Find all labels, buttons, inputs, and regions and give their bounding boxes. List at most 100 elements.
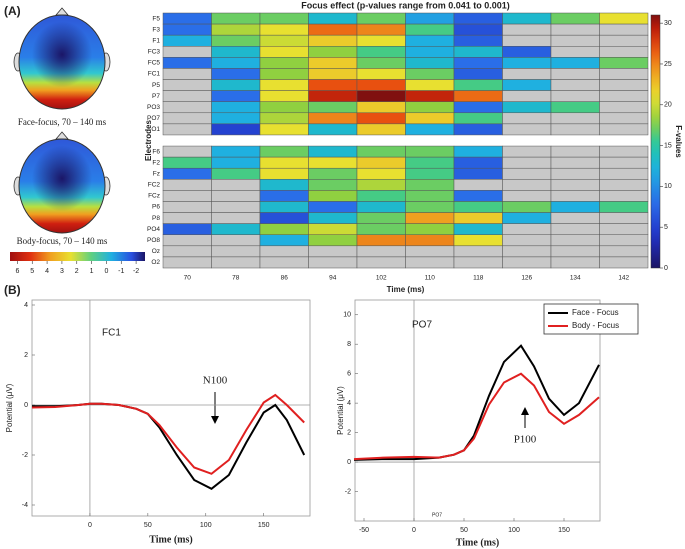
y-tick-label: PO3 (147, 104, 160, 111)
heat-cell (162, 23, 212, 36)
y-tick-label: -2 (345, 488, 351, 495)
empty-cell (599, 223, 649, 235)
heat-cell (405, 12, 455, 25)
heat-cell (308, 212, 358, 224)
y-tick-label: F5 (152, 15, 160, 22)
heat-cell (259, 145, 309, 158)
heat-cell (211, 223, 261, 235)
empty-cell (502, 34, 552, 47)
heat-cell (502, 46, 552, 58)
heat-cell (356, 90, 406, 102)
colorbar-tick-label: 5 (664, 224, 668, 231)
heat-cell (259, 79, 309, 91)
heat-cell (259, 112, 309, 125)
legend-label: Face - Focus (572, 308, 619, 317)
empty-cell (599, 256, 649, 269)
heat-cell (405, 223, 455, 235)
heat-cell (405, 34, 455, 47)
heat-cell (211, 101, 261, 114)
colorbar-tick-label: 4 (45, 268, 49, 275)
empty-cell (502, 156, 552, 169)
empty-cell (502, 112, 552, 125)
empty-cell (162, 256, 212, 269)
y-axis-label: Electrodes (144, 119, 153, 160)
heat-cell (405, 156, 455, 169)
colorbar-tick-label: 10 (664, 183, 672, 190)
empty-cell (502, 145, 552, 158)
heat-cell (356, 112, 406, 125)
heat-cell (405, 68, 455, 80)
heat-cell (308, 223, 358, 235)
heat-cell (211, 68, 261, 80)
heat-cell (356, 46, 406, 58)
heat-cell (162, 57, 212, 69)
y-axis-label: Potential (μV) (336, 386, 345, 435)
heat-cell (502, 79, 552, 91)
empty-cell (162, 245, 212, 258)
x-tick-label: 86 (281, 275, 289, 282)
plot-label: FC1 (102, 328, 121, 339)
heat-cell (259, 34, 309, 47)
empty-cell (502, 179, 552, 191)
empty-cell (550, 190, 600, 202)
empty-cell (550, 79, 600, 91)
heat-cell (405, 57, 455, 69)
empty-cell (162, 201, 212, 213)
line-series (32, 402, 306, 490)
heat-cell (502, 201, 552, 213)
y-tick-label: PO4 (147, 226, 160, 233)
line-series (353, 344, 600, 461)
heat-cell (356, 12, 406, 25)
heat-cell (453, 57, 503, 69)
empty-cell (502, 90, 552, 102)
plot-frame (31, 299, 311, 517)
x-tick-label: 0 (88, 522, 92, 529)
heat-cell (453, 101, 503, 114)
heat-cell (259, 223, 309, 235)
empty-cell (599, 179, 649, 191)
empty-cell (259, 256, 309, 269)
heat-cell (308, 101, 358, 114)
y-tick-label: F2 (152, 159, 160, 166)
panel-label: (B) (4, 283, 21, 297)
x-tick-label: 70 (184, 275, 192, 282)
heat-cell (162, 167, 212, 180)
empty-cell (599, 234, 649, 247)
heat-cell (356, 167, 406, 180)
empty-cell (162, 234, 212, 247)
heat-cell (453, 167, 503, 180)
legend-box (543, 303, 639, 335)
x-axis-label: Time (ms) (149, 534, 192, 545)
heat-cell (356, 34, 406, 47)
heat-cell (308, 57, 358, 69)
empty-cell (162, 46, 212, 58)
y-tick-label: -2 (22, 452, 28, 459)
x-tick-label: 100 (200, 522, 212, 529)
heat-cell (453, 34, 503, 47)
empty-cell (550, 68, 600, 80)
empty-cell (550, 223, 600, 235)
empty-cell (502, 167, 552, 180)
colorbar-tick-label: 0 (104, 268, 108, 275)
empty-cell (599, 46, 649, 58)
empty-cell (550, 90, 600, 102)
heat-cell (405, 90, 455, 102)
heat-cell (356, 57, 406, 69)
heat-cell (356, 156, 406, 169)
empty-cell (550, 167, 600, 180)
empty-cell (211, 179, 261, 191)
line-series (353, 372, 600, 461)
heat-cell (259, 46, 309, 58)
heat-cell (550, 101, 600, 114)
chart-title: Focus effect (p-values range from 0.041 … (301, 0, 510, 10)
heat-cell (599, 12, 649, 25)
heat-cell (453, 90, 503, 102)
heat-cell (259, 212, 309, 224)
x-axis-label: Time (ms) (387, 285, 425, 294)
heat-cell (308, 201, 358, 213)
topomap-face (13, 7, 111, 110)
heat-cell (162, 12, 212, 25)
empty-cell (453, 245, 503, 258)
empty-cell (599, 90, 649, 102)
annotation: N100 (203, 375, 228, 387)
